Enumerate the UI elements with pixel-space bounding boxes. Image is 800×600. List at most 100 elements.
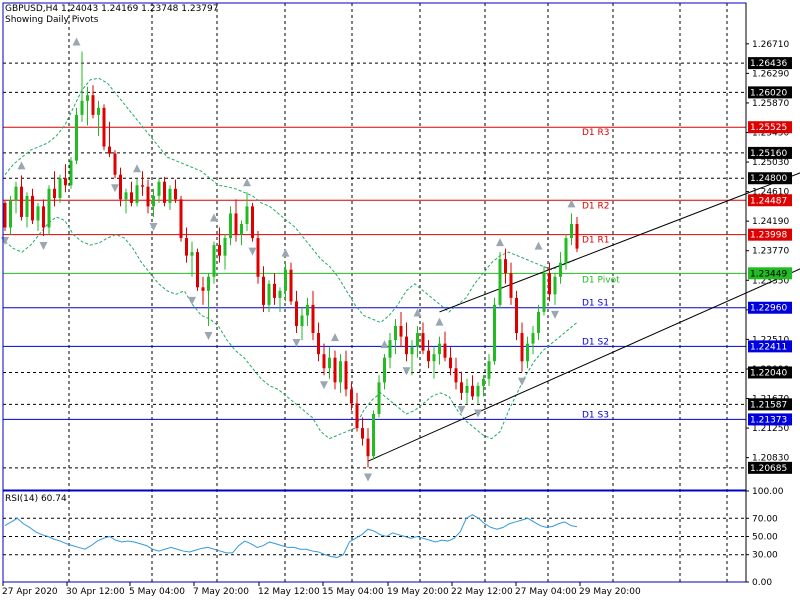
candle bbox=[366, 428, 370, 468]
candle-body bbox=[344, 361, 348, 390]
candle bbox=[487, 354, 491, 386]
candle-body bbox=[443, 343, 447, 358]
candle-body bbox=[9, 200, 12, 228]
candle-body bbox=[31, 195, 34, 221]
candle-body bbox=[537, 311, 540, 334]
candle-body bbox=[201, 287, 205, 291]
channel-lower-line[interactable] bbox=[367, 246, 800, 462]
pivot-label: D1 R1 bbox=[582, 236, 610, 246]
candle bbox=[559, 252, 562, 284]
candle-body bbox=[372, 413, 375, 457]
fractal-up-marker bbox=[281, 248, 290, 257]
price-label-box bbox=[748, 146, 792, 159]
candle bbox=[344, 350, 348, 397]
fractal-up-marker bbox=[331, 333, 339, 342]
candle-body bbox=[449, 357, 452, 369]
candle bbox=[460, 371, 463, 400]
candle bbox=[394, 318, 397, 355]
candle bbox=[570, 213, 573, 246]
candle-body bbox=[383, 357, 386, 383]
time-label: 15 May 04:00 bbox=[322, 587, 384, 597]
candle-body bbox=[113, 153, 117, 175]
fractal-up-marker bbox=[435, 317, 444, 326]
candle-body bbox=[504, 259, 507, 274]
candle bbox=[174, 179, 177, 203]
candle-body bbox=[146, 186, 150, 207]
candle-body bbox=[553, 276, 557, 295]
candle-body bbox=[515, 297, 518, 334]
candle bbox=[284, 262, 287, 302]
candle-body bbox=[234, 213, 238, 235]
time-label: 12 May 12:00 bbox=[258, 587, 320, 597]
candle bbox=[201, 276, 205, 305]
candle-body bbox=[25, 195, 29, 217]
candle-body bbox=[460, 382, 463, 393]
candle-body bbox=[394, 326, 397, 341]
candle-body bbox=[152, 195, 155, 207]
candle bbox=[333, 350, 337, 390]
candle bbox=[300, 308, 304, 341]
candle bbox=[113, 150, 117, 179]
candle-body bbox=[575, 223, 579, 249]
candle-body bbox=[97, 107, 100, 115]
candle-body bbox=[278, 290, 282, 298]
fractal-down-marker bbox=[518, 377, 526, 386]
candle bbox=[58, 174, 62, 203]
time-label: 29 May 20:00 bbox=[579, 587, 641, 597]
candle-body bbox=[80, 100, 84, 115]
time-label: 22 May 12:00 bbox=[451, 587, 513, 597]
price-label-box bbox=[748, 194, 792, 207]
candle bbox=[542, 266, 546, 316]
candle-body bbox=[53, 188, 56, 198]
pivot-label: D1 S2 bbox=[582, 337, 609, 347]
fractal-up-marker bbox=[567, 199, 576, 208]
candle bbox=[509, 262, 513, 305]
symbol-header: GBPUSD,H4 1.24043 1.24169 1.23748 1.2379… bbox=[5, 4, 219, 14]
candle bbox=[47, 185, 51, 235]
price-label-box bbox=[748, 301, 792, 314]
candle-body bbox=[229, 213, 232, 239]
candle-body bbox=[564, 238, 568, 263]
candle-body bbox=[284, 269, 287, 291]
price-label: 1.23449 bbox=[750, 269, 787, 279]
candle bbox=[256, 231, 260, 284]
price-label: 1.21373 bbox=[750, 415, 787, 425]
candle bbox=[53, 171, 56, 207]
candle-body bbox=[482, 378, 485, 386]
candle-body bbox=[322, 354, 326, 369]
candle-body bbox=[42, 206, 45, 228]
candle-body bbox=[262, 276, 265, 305]
candle-body bbox=[361, 428, 364, 439]
candle bbox=[438, 336, 441, 365]
price-label: 1.20685 bbox=[750, 464, 787, 474]
candle bbox=[146, 179, 150, 214]
candle bbox=[223, 234, 227, 270]
candle-body bbox=[520, 333, 524, 362]
candle bbox=[267, 280, 271, 312]
candle bbox=[3, 200, 7, 232]
candle-body bbox=[454, 368, 458, 383]
candle bbox=[405, 322, 408, 362]
candle bbox=[449, 347, 452, 376]
candle-body bbox=[245, 206, 249, 224]
candle-body bbox=[476, 385, 480, 397]
candle bbox=[25, 192, 29, 228]
candle-body bbox=[388, 340, 392, 358]
candle bbox=[31, 188, 34, 224]
candle bbox=[515, 290, 518, 341]
pivot-label: D1 R2 bbox=[582, 201, 610, 211]
price-label-box bbox=[748, 340, 792, 353]
candle bbox=[339, 354, 342, 393]
fractal-markers bbox=[1, 37, 576, 482]
candle bbox=[553, 273, 557, 305]
price-tick-label: 1.25870 bbox=[752, 99, 789, 109]
candle-body bbox=[317, 333, 320, 355]
candle bbox=[311, 290, 315, 341]
candle bbox=[251, 202, 254, 242]
candle-body bbox=[559, 262, 562, 277]
candle-body bbox=[295, 301, 298, 327]
rsi-line bbox=[4, 514, 578, 558]
candle-body bbox=[130, 192, 133, 203]
candle bbox=[493, 297, 496, 365]
